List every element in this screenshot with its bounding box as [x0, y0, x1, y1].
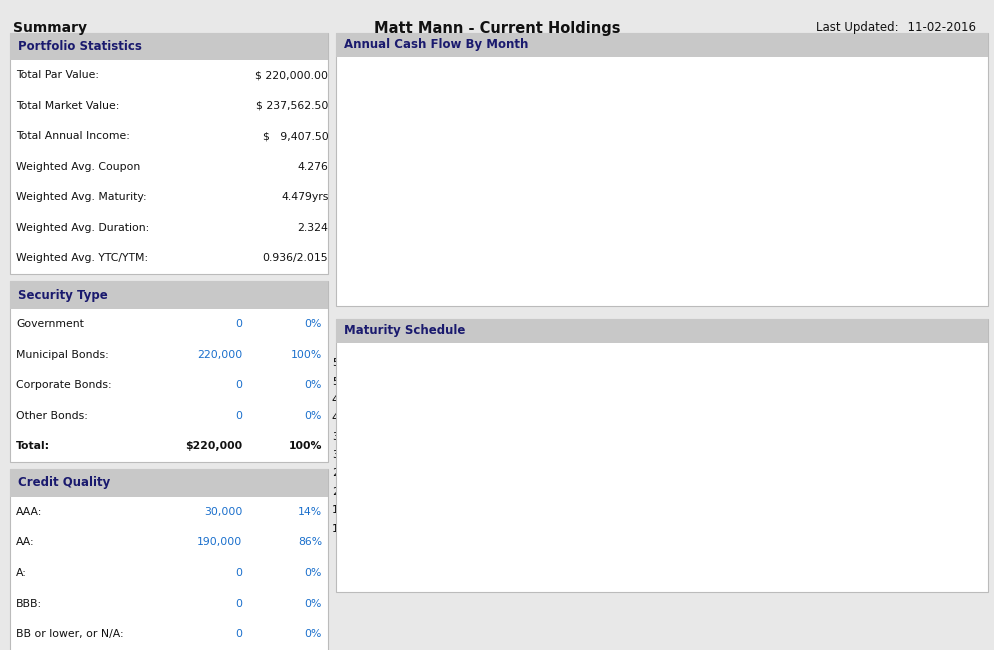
Bar — [571, 454, 617, 564]
Text: 0: 0 — [236, 319, 243, 329]
Text: AAA:: AAA: — [16, 507, 43, 517]
Text: Corporate Bonds:: Corporate Bonds: — [16, 380, 112, 390]
Text: 11-02-2016: 11-02-2016 — [900, 21, 975, 34]
Bar — [740, 126, 766, 278]
Bar — [392, 207, 418, 278]
Bar — [789, 76, 816, 278]
Text: Matt Mann - Current Holdings: Matt Mann - Current Holdings — [374, 21, 620, 36]
Text: $220,000: $220,000 — [185, 441, 243, 451]
Bar — [889, 250, 915, 278]
Text: Government: Government — [16, 319, 84, 329]
Text: Last Updated:: Last Updated: — [815, 21, 898, 34]
Text: Credit Quality: Credit Quality — [18, 476, 110, 489]
Text: 14%: 14% — [297, 507, 322, 517]
Text: 100%: 100% — [290, 350, 322, 359]
Bar — [441, 126, 468, 278]
Text: A:: A: — [16, 568, 27, 578]
Text: 86%: 86% — [297, 538, 322, 547]
Text: 4.479yrs: 4.479yrs — [280, 192, 328, 202]
Text: 0%: 0% — [304, 319, 322, 329]
Text: 0%: 0% — [304, 599, 322, 608]
Bar — [487, 473, 533, 564]
Text: 0: 0 — [236, 380, 243, 390]
Text: $ 237,562.50: $ 237,562.50 — [255, 101, 328, 111]
Bar — [491, 76, 518, 278]
Bar — [655, 473, 702, 564]
Bar — [740, 363, 786, 564]
Text: 0: 0 — [236, 411, 243, 421]
Text: 30,000: 30,000 — [204, 507, 243, 517]
Text: Summary: Summary — [13, 21, 86, 35]
Text: 220,000: 220,000 — [197, 350, 243, 359]
Text: 2.324: 2.324 — [297, 223, 328, 233]
Text: Annual Cash Flow By Month: Annual Cash Flow By Month — [344, 38, 528, 51]
Text: AA:: AA: — [16, 538, 35, 547]
Text: Total:: Total: — [16, 441, 51, 451]
Text: 0%: 0% — [304, 629, 322, 639]
Text: Weighted Avg. Coupon: Weighted Avg. Coupon — [16, 162, 140, 172]
Text: Municipal Bonds:: Municipal Bonds: — [16, 350, 109, 359]
Text: Weighted Avg. YTC/YTM:: Weighted Avg. YTC/YTM: — [16, 254, 148, 263]
Text: BBB:: BBB: — [16, 599, 43, 608]
Text: Weighted Avg. Duration:: Weighted Avg. Duration: — [16, 223, 149, 233]
Text: 4.276: 4.276 — [297, 162, 328, 172]
Bar — [909, 436, 954, 564]
Text: 0%: 0% — [304, 568, 322, 578]
Text: $   9,407.50: $ 9,407.50 — [262, 131, 328, 141]
Text: 0: 0 — [236, 568, 243, 578]
Text: 0%: 0% — [304, 380, 322, 390]
Bar — [403, 436, 448, 564]
Text: Portfolio Statistics: Portfolio Statistics — [18, 40, 141, 53]
Text: Other Bonds:: Other Bonds: — [16, 411, 88, 421]
Text: 0%: 0% — [304, 411, 322, 421]
Text: 0: 0 — [236, 629, 243, 639]
Bar — [690, 207, 717, 278]
Bar — [640, 250, 667, 278]
Text: 100%: 100% — [288, 441, 322, 451]
Text: Total Par Value:: Total Par Value: — [16, 70, 99, 80]
Text: 0: 0 — [236, 599, 243, 608]
Text: Total Annual Income:: Total Annual Income: — [16, 131, 130, 141]
Text: Maturity Schedule: Maturity Schedule — [344, 324, 465, 337]
Bar — [824, 509, 870, 564]
Text: Security Type: Security Type — [18, 289, 107, 302]
Text: 0.936/2.015: 0.936/2.015 — [262, 254, 328, 263]
Text: $ 220,000.00: $ 220,000.00 — [255, 70, 328, 80]
Text: Total Market Value:: Total Market Value: — [16, 101, 119, 111]
Text: BB or lower, or N/A:: BB or lower, or N/A: — [16, 629, 124, 639]
Text: 190,000: 190,000 — [197, 538, 243, 547]
Text: Weighted Avg. Maturity:: Weighted Avg. Maturity: — [16, 192, 147, 202]
